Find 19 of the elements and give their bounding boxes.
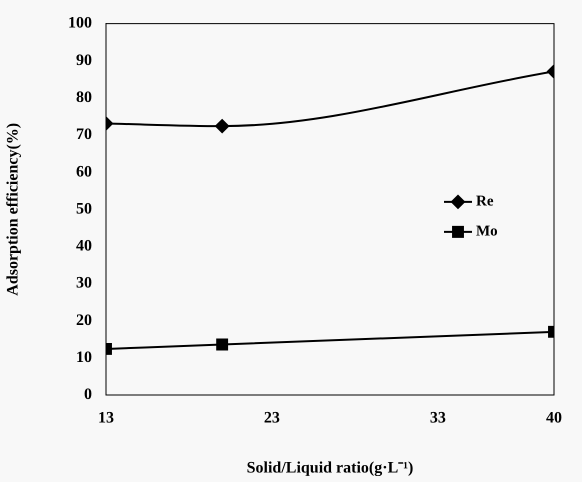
y-axis-title: Adsorption efficiency(%) [4,122,22,296]
y-tick-label: 30 [76,274,92,292]
y-tick-label: 40 [76,238,92,255]
x-tick-label: 40 [546,410,562,427]
y-tick-label: 0 [84,386,92,404]
y-tick-label: 70 [76,126,92,144]
y-tick-label: 10 [76,349,92,366]
x-tick-label: 33 [430,410,446,427]
y-tick-label: 80 [76,89,92,106]
x-axis-title: Solid/Liquid ratio(g·L⁻¹) [246,460,414,477]
y-tick-label: 60 [76,163,92,180]
x-tick-label: 13 [98,410,114,427]
y-tick-label: 50 [76,200,92,218]
x-tick-label: 23 [264,410,280,427]
y-tick-label: 100 [68,14,92,32]
legend-label: Re [476,194,494,210]
y-tick-label: 90 [76,52,92,69]
y-tick-label: 20 [76,312,92,329]
legend-label: Mo [476,224,498,240]
